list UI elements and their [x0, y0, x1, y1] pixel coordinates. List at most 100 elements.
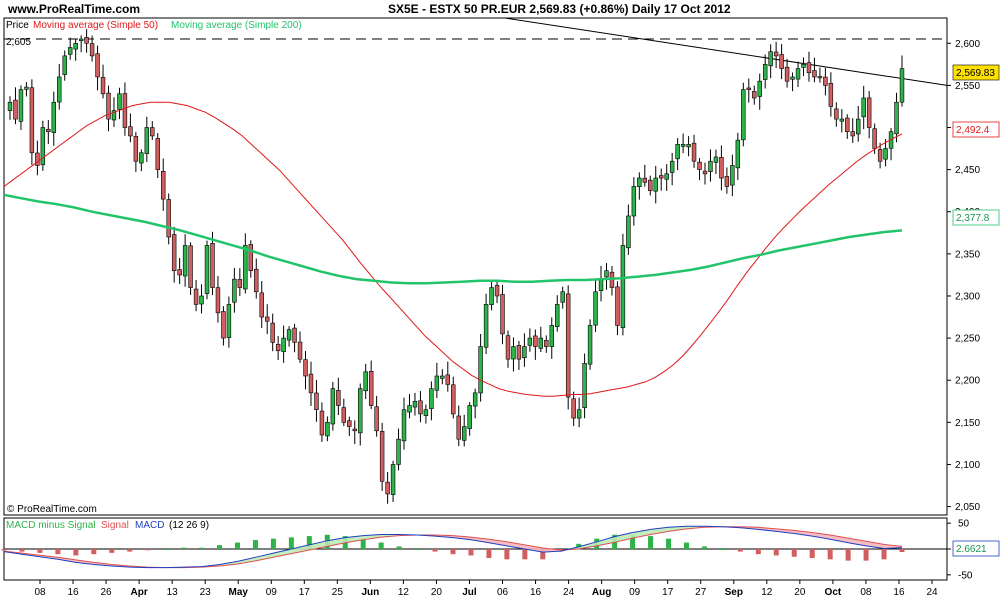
macd-hist-bar-up [414, 549, 420, 550]
candle [106, 85, 111, 132]
candle-body-down [691, 142, 697, 162]
macd-hist-bar-up [270, 538, 276, 549]
candle [144, 116, 150, 163]
candle-body-up [598, 278, 604, 291]
candle-body-up [653, 177, 658, 192]
candle-body-up [407, 405, 412, 413]
candle-body-down [806, 62, 812, 74]
candle [719, 145, 724, 191]
candle-body-up [204, 245, 210, 294]
candle-body-up [461, 426, 467, 441]
candle [358, 383, 363, 446]
candle-body-down [845, 117, 850, 133]
x-tick-label: Aug [592, 587, 611, 598]
candle [133, 131, 139, 173]
candle [544, 335, 549, 353]
candle [341, 398, 347, 427]
macd-hist-bar-down [37, 549, 43, 553]
candle-body-up [730, 165, 735, 186]
candle [866, 90, 872, 139]
candle-body-up [7, 101, 13, 111]
candle-body-up [111, 110, 117, 121]
macd-hist-bar-down [827, 549, 833, 560]
candle-body-up [226, 304, 232, 338]
candle [330, 381, 336, 431]
macd-hist-bar-down [737, 549, 743, 552]
macd-fill [848, 538, 867, 546]
candle [697, 158, 702, 181]
candle [314, 380, 319, 422]
candle-body-up [62, 55, 67, 75]
candle [270, 313, 275, 352]
candle [741, 82, 746, 147]
candle-body-up [440, 375, 445, 379]
candle [423, 404, 429, 424]
candle [204, 240, 210, 300]
candle-body-down [719, 157, 724, 179]
candle-body-down [516, 345, 522, 360]
candle [500, 284, 505, 345]
candle-body-down [746, 87, 751, 90]
macd-hist-bar-down [145, 549, 151, 551]
x-tick-label: 13 [167, 587, 179, 598]
candle-body-down [259, 292, 264, 318]
candle-body-up [396, 438, 401, 465]
y-tick-label: 2,250 [955, 334, 980, 345]
x-tick-label: Jun [361, 587, 379, 598]
x-tick-label: 26 [101, 587, 113, 598]
macd-fill [596, 536, 615, 546]
candle-body-down [155, 138, 160, 170]
macd-hist-bar-up [378, 542, 384, 549]
candle-body-up [522, 346, 527, 359]
candle-body-down [494, 285, 500, 297]
candle-body-up [735, 139, 741, 169]
candle-body-down [133, 136, 139, 162]
chart-title: SX5E - ESTX 50 PR.EUR 2,569.83 (+0.86%) … [388, 2, 731, 16]
candle [467, 402, 472, 436]
candle-body-up [631, 186, 637, 217]
candle [790, 72, 795, 92]
macd-hist-bar-down [773, 549, 779, 556]
macd-fill [488, 539, 507, 546]
candle [620, 233, 626, 336]
x-tick-label: 24 [926, 587, 938, 598]
candle-body-down [418, 400, 423, 415]
macd-fill [506, 541, 525, 549]
macd-hist-bar-up [217, 545, 223, 549]
candle-body-up [604, 270, 609, 278]
candle-body-up [637, 177, 642, 187]
candle-body-down [341, 407, 347, 423]
candle [177, 257, 182, 284]
x-tick-label: 16 [530, 587, 542, 598]
candle [648, 175, 653, 196]
candle-body-up [883, 148, 888, 160]
candle-body-up [423, 409, 429, 416]
candle-body-down [150, 127, 155, 137]
macd-fill [470, 537, 489, 543]
x-tick-label: 08 [860, 587, 872, 598]
candle-body-up [741, 89, 746, 141]
candle-body-up [478, 346, 483, 394]
last-price-tag [952, 64, 1000, 81]
macd-hist-bar-up [666, 538, 672, 549]
candle-body-up [790, 76, 795, 80]
candle-body-down [500, 294, 505, 335]
candle [275, 336, 281, 361]
candle [461, 414, 467, 447]
candle [828, 72, 834, 117]
candle-body-up [894, 101, 899, 135]
y-tick-label: 2,450 [955, 165, 980, 176]
candle [626, 204, 631, 255]
candle-body-up [669, 160, 675, 173]
candle [418, 391, 423, 423]
candle [46, 120, 51, 145]
candle-body-down [319, 410, 325, 436]
candle [724, 167, 730, 194]
macd-hist-bar-up [360, 538, 366, 549]
macd-legend-params: (12 26 9) [169, 520, 209, 531]
candle [155, 132, 160, 179]
candle-body-down [451, 384, 456, 415]
candle [806, 51, 812, 82]
candle [67, 37, 73, 60]
legend-price: Price [6, 20, 29, 31]
